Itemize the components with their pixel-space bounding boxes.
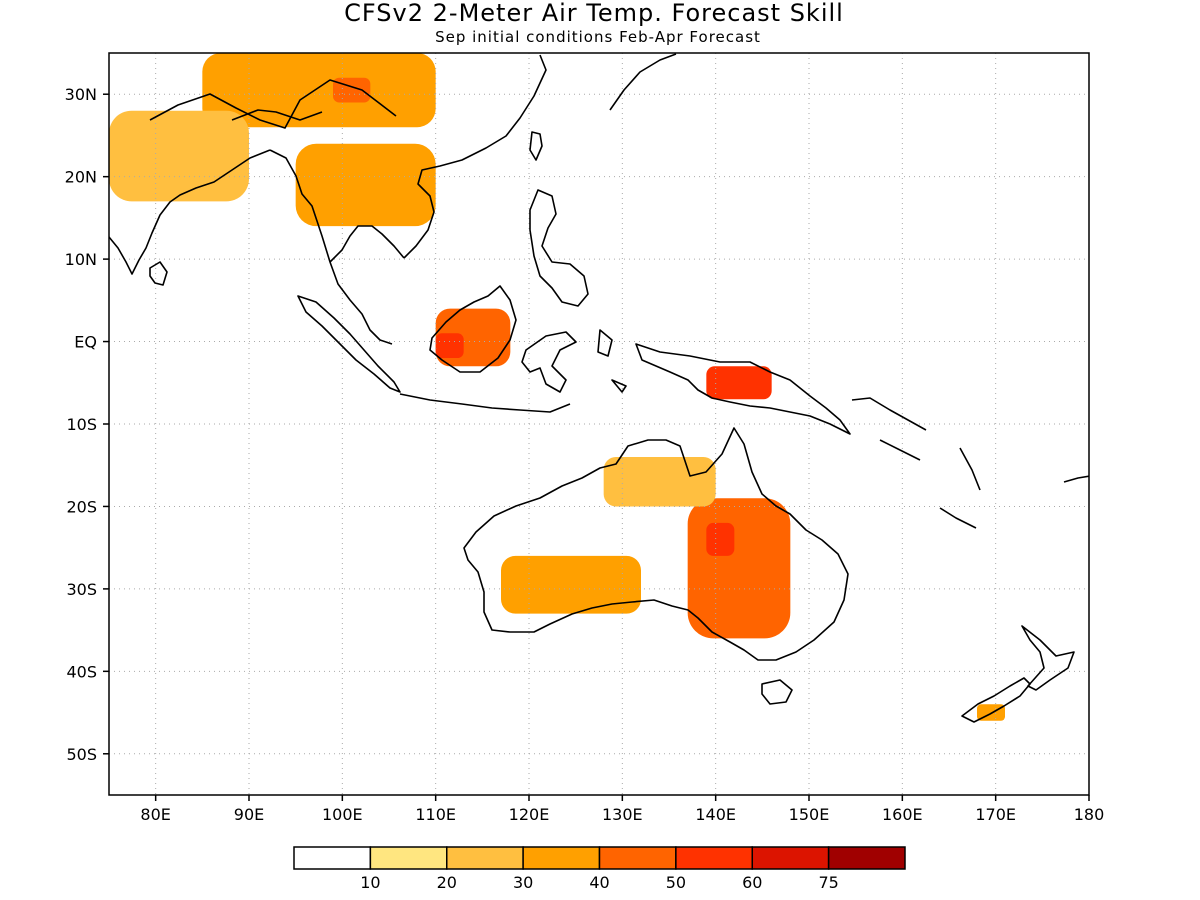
skill-region [687,498,791,639]
lon-tick-label: 170E [975,805,1016,824]
colorbar-swatch [293,846,372,870]
lat-tick-label: 10S [66,415,97,434]
lat-lon-grid [109,53,1089,795]
skill-region [435,333,464,359]
colorbar-label: 10 [360,873,380,892]
skill-region [295,143,436,227]
lat-tick-label: 40S [66,662,97,681]
skill-region [333,77,371,103]
skill-region [501,555,641,614]
lat-tick-label: 20N [65,168,97,187]
colorbar-swatch [446,846,524,870]
lon-tick-label: 80E [140,805,170,824]
lon-tick-label: 140E [695,805,736,824]
colorbar-swatch [598,846,677,870]
lon-tick-label: 110E [415,805,456,824]
coastlines [109,53,1089,723]
lat-tick-label: EQ [74,333,97,352]
lon-tick-label: 100E [322,805,363,824]
skill-region [109,110,249,202]
colorbar-label: 50 [666,873,686,892]
skill-region [706,522,735,556]
colorbar-swatch [827,846,906,870]
lon-tick-label: 160E [882,805,923,824]
colorbar-label: 20 [437,873,457,892]
lon-tick-label: 120E [509,805,550,824]
lon-tick-label: 150E [789,805,830,824]
skill-region [603,456,716,507]
lon-tick-label: 130E [602,805,643,824]
lon-tick-label: 180 [1074,805,1105,824]
colorbar-label: 40 [589,873,609,892]
colorbar-label: 30 [513,873,533,892]
colorbar-swatch [751,846,830,870]
colorbar-swatch [522,846,601,870]
skill-shading [109,53,1005,721]
skill-region [706,366,772,400]
colorbar-swatch [369,846,448,870]
longitude-tick-labels: 80E 90E 100E 110E 120E 130E 140E 150E 160E 170E 18… [140,795,1104,824]
skill-region [202,53,436,128]
map-subtitle: Sep initial conditions Feb-Apr Forecast [435,28,761,46]
lat-tick-label: 50S [66,745,97,764]
lat-tick-label: 10N [65,250,97,269]
lat-tick-label: 30N [65,85,97,104]
lon-tick-label: 90E [234,805,264,824]
lat-tick-label: 30S [66,580,97,599]
colorbar-label: 60 [742,873,762,892]
latitude-tick-labels: 30N 20N 10N EQ 10S 20S 30S 40S 50S [65,85,109,764]
colorbar-swatch [675,846,753,870]
colorbar: 10 20 30 40 50 60 75 [293,846,906,892]
map-title: CFSv2 2-Meter Air Temp. Forecast Skill [344,0,844,27]
lat-tick-label: 20S [66,497,97,516]
colorbar-label: 75 [818,873,838,892]
